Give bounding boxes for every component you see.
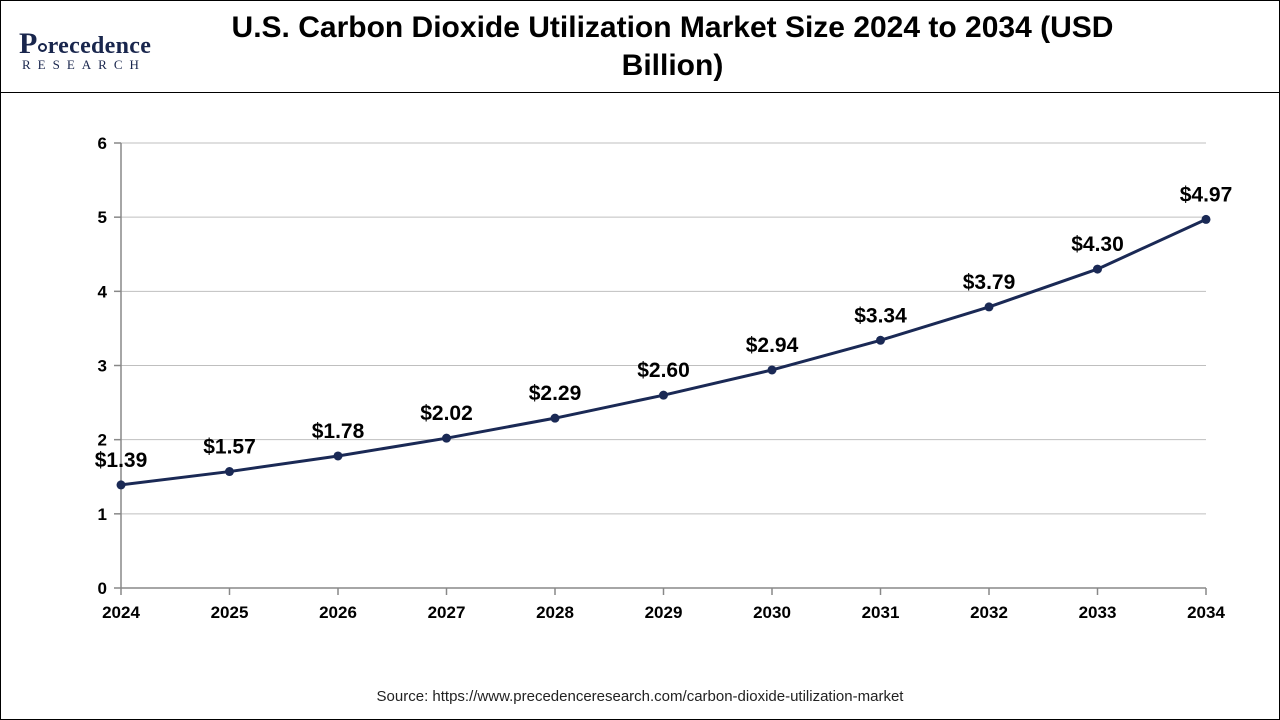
header: Precedence RESEARCH U.S. Carbon Dioxide … bbox=[1, 1, 1279, 93]
data-marker bbox=[551, 414, 560, 423]
xtick-label: 2029 bbox=[645, 603, 683, 622]
ytick-label: 2 bbox=[98, 431, 107, 450]
data-label: $1.57 bbox=[203, 436, 256, 459]
data-marker bbox=[442, 434, 451, 443]
data-marker bbox=[876, 336, 885, 345]
logo-sub: RESEARCH bbox=[19, 57, 146, 73]
chart-title: U.S. Carbon Dioxide Utilization Market S… bbox=[186, 9, 1279, 84]
ytick-label: 3 bbox=[98, 357, 107, 376]
chart-area: 0 1 2 3 4 5 6 2024 2025 2026 2027 2028 2029 2030 2031 2… bbox=[1, 93, 1279, 684]
data-label: $1.39 bbox=[95, 449, 148, 472]
xtick-label: 2024 bbox=[102, 603, 140, 622]
data-label: $2.94 bbox=[746, 334, 799, 357]
logo-cap: P bbox=[19, 27, 38, 60]
xtick-label: 2026 bbox=[319, 603, 357, 622]
data-label: $3.34 bbox=[854, 304, 907, 327]
data-marker bbox=[334, 451, 343, 460]
data-label: $4.30 bbox=[1071, 233, 1124, 256]
chart-card: Precedence RESEARCH U.S. Carbon Dioxide … bbox=[0, 0, 1280, 720]
logo-rest: recedence bbox=[48, 33, 152, 59]
ytick-label: 5 bbox=[98, 208, 107, 227]
line-chart-svg: 0 1 2 3 4 5 6 2024 2025 2026 2027 2028 2029 2030 2031 2… bbox=[46, 123, 1236, 643]
data-label: $1.78 bbox=[312, 420, 365, 443]
xtick-label: 2034 bbox=[1187, 603, 1225, 622]
data-marker bbox=[225, 467, 234, 476]
data-label: $2.60 bbox=[637, 359, 690, 382]
ytick-label: 1 bbox=[98, 505, 107, 524]
xtick-label: 2030 bbox=[753, 603, 791, 622]
series-line bbox=[121, 219, 1206, 485]
xtick-label: 2033 bbox=[1079, 603, 1117, 622]
brand-logo: Precedence RESEARCH bbox=[1, 20, 186, 74]
ytick-label: 0 bbox=[98, 579, 107, 598]
data-label: $2.29 bbox=[529, 382, 582, 405]
ytick-label: 4 bbox=[98, 282, 108, 301]
xtick-label: 2025 bbox=[211, 603, 249, 622]
ytick-label: 6 bbox=[98, 134, 107, 153]
data-marker bbox=[768, 365, 777, 374]
map-pin-icon bbox=[38, 43, 47, 52]
data-marker bbox=[1093, 265, 1102, 274]
xtick-label: 2027 bbox=[428, 603, 466, 622]
data-marker bbox=[659, 391, 668, 400]
logo-word: Precedence bbox=[19, 28, 151, 60]
source-caption: Source: https://www.precedenceresearch.c… bbox=[1, 684, 1279, 719]
data-marker bbox=[1202, 215, 1211, 224]
data-label: $4.97 bbox=[1180, 183, 1233, 206]
data-marker bbox=[117, 480, 126, 489]
xtick-label: 2028 bbox=[536, 603, 574, 622]
xtick-label: 2032 bbox=[970, 603, 1008, 622]
xtick-label: 2031 bbox=[862, 603, 900, 622]
plot: 0 1 2 3 4 5 6 2024 2025 2026 2027 2028 2029 2030 2031 2… bbox=[46, 123, 1234, 643]
data-label: $2.02 bbox=[420, 402, 473, 425]
data-marker bbox=[985, 302, 994, 311]
data-label: $3.79 bbox=[963, 271, 1016, 294]
